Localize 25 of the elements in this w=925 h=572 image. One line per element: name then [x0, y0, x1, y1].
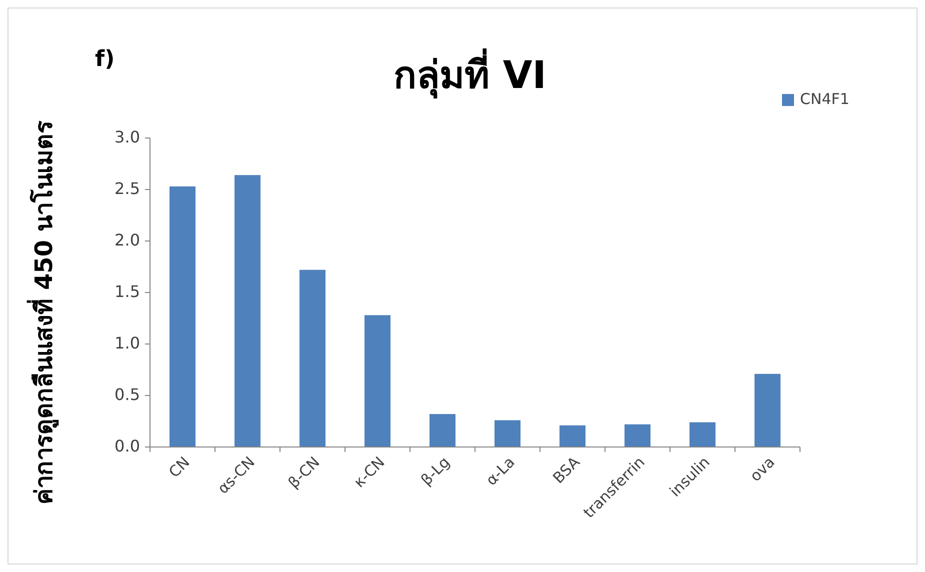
bar — [364, 315, 390, 447]
y-axis-title: ค่าการดูดกลืนแสงที่ 450 นาโนเมตร — [26, 120, 59, 504]
x-tick-label: CN — [165, 453, 194, 482]
x-tick-label: ova — [746, 453, 778, 486]
x-tick-label: BSA — [549, 452, 584, 488]
bar — [170, 186, 196, 447]
x-tick-label: α-La — [482, 453, 518, 490]
bar — [494, 420, 520, 447]
legend-label: CN4F1 — [800, 90, 850, 108]
bar — [690, 422, 716, 447]
bar — [430, 414, 456, 447]
y-tick-label: 1.5 — [114, 282, 140, 301]
chart-title: กลุ่มที่ VI — [394, 48, 546, 99]
y-tick-label: 0.5 — [114, 384, 140, 404]
bar — [624, 424, 650, 447]
bar — [754, 374, 780, 447]
bar — [234, 175, 260, 447]
y-tick-label: 1.0 — [114, 333, 140, 352]
y-tick-label: 0.0 — [114, 436, 140, 456]
text: f) — [95, 47, 115, 72]
y-tick-label: 2.0 — [114, 230, 140, 250]
y-tick-label: 3.0 — [114, 127, 140, 146]
bar — [300, 270, 326, 447]
bar — [560, 425, 586, 447]
y-tick-label: 2.5 — [114, 178, 140, 198]
